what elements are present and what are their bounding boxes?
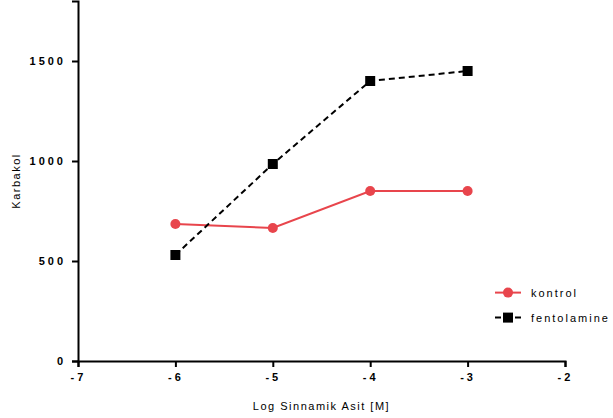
tick: -7	[71, 361, 87, 383]
tick-mark	[72, 61, 78, 63]
y-axis: 0 500 1000 1500	[30, 2, 79, 368]
plot-area	[170, 66, 472, 260]
tick-mark	[467, 361, 469, 367]
data-point	[463, 66, 473, 76]
data-point	[170, 250, 180, 260]
data-point	[170, 219, 180, 229]
tick: 0	[57, 355, 78, 367]
data-point	[463, 186, 473, 196]
axis-line	[72, 2, 79, 362]
tick-label: 500	[39, 255, 66, 267]
tick: -3	[460, 361, 476, 383]
legend-label: kontrol	[531, 287, 578, 299]
series-line	[175, 191, 467, 228]
tick-label: -2	[558, 371, 574, 383]
x-axis-title: Log Sinnamik Asit [M]	[253, 400, 390, 412]
tick-label: -6	[168, 371, 184, 383]
legend-marker	[503, 313, 513, 323]
tick: 500	[39, 255, 78, 267]
tick-mark	[72, 161, 78, 163]
data-point	[365, 186, 375, 196]
chart: -7 -6 -5 -4 -3 -2 0 500 1000 1500 Log Sinnamik Asi…	[0, 0, 613, 418]
tick: -5	[265, 361, 281, 383]
tick-mark	[175, 361, 177, 367]
data-point	[268, 223, 278, 233]
legend: kontrol fentolamine	[495, 287, 610, 324]
tick-label: -3	[460, 371, 476, 383]
tick-label: -5	[265, 371, 281, 383]
data-point	[268, 159, 278, 169]
data-point	[365, 76, 375, 86]
tick-mark	[72, 361, 78, 363]
tick: 1500	[30, 55, 78, 67]
tick-label: 1000	[30, 155, 66, 167]
tick-mark	[272, 361, 274, 367]
tick-mark	[72, 261, 78, 263]
tick-label: -4	[363, 371, 379, 383]
tick: 1000	[30, 155, 78, 167]
tick: -4	[363, 361, 379, 383]
tick: -2	[558, 361, 574, 383]
legend-label: fentolamine	[531, 312, 610, 324]
tick-label: 0	[57, 355, 66, 367]
tick-label: 1500	[30, 55, 66, 67]
x-axis: -7 -6 -5 -4 -3 -2	[71, 361, 574, 383]
tick: -6	[168, 361, 184, 383]
tick-mark	[370, 361, 372, 367]
legend-marker	[503, 288, 513, 298]
axis-line	[79, 362, 566, 368]
tick-mark	[565, 361, 567, 367]
y-axis-title: Karbakol	[10, 153, 22, 208]
tick-label: -7	[71, 371, 87, 383]
series-line	[175, 71, 467, 255]
